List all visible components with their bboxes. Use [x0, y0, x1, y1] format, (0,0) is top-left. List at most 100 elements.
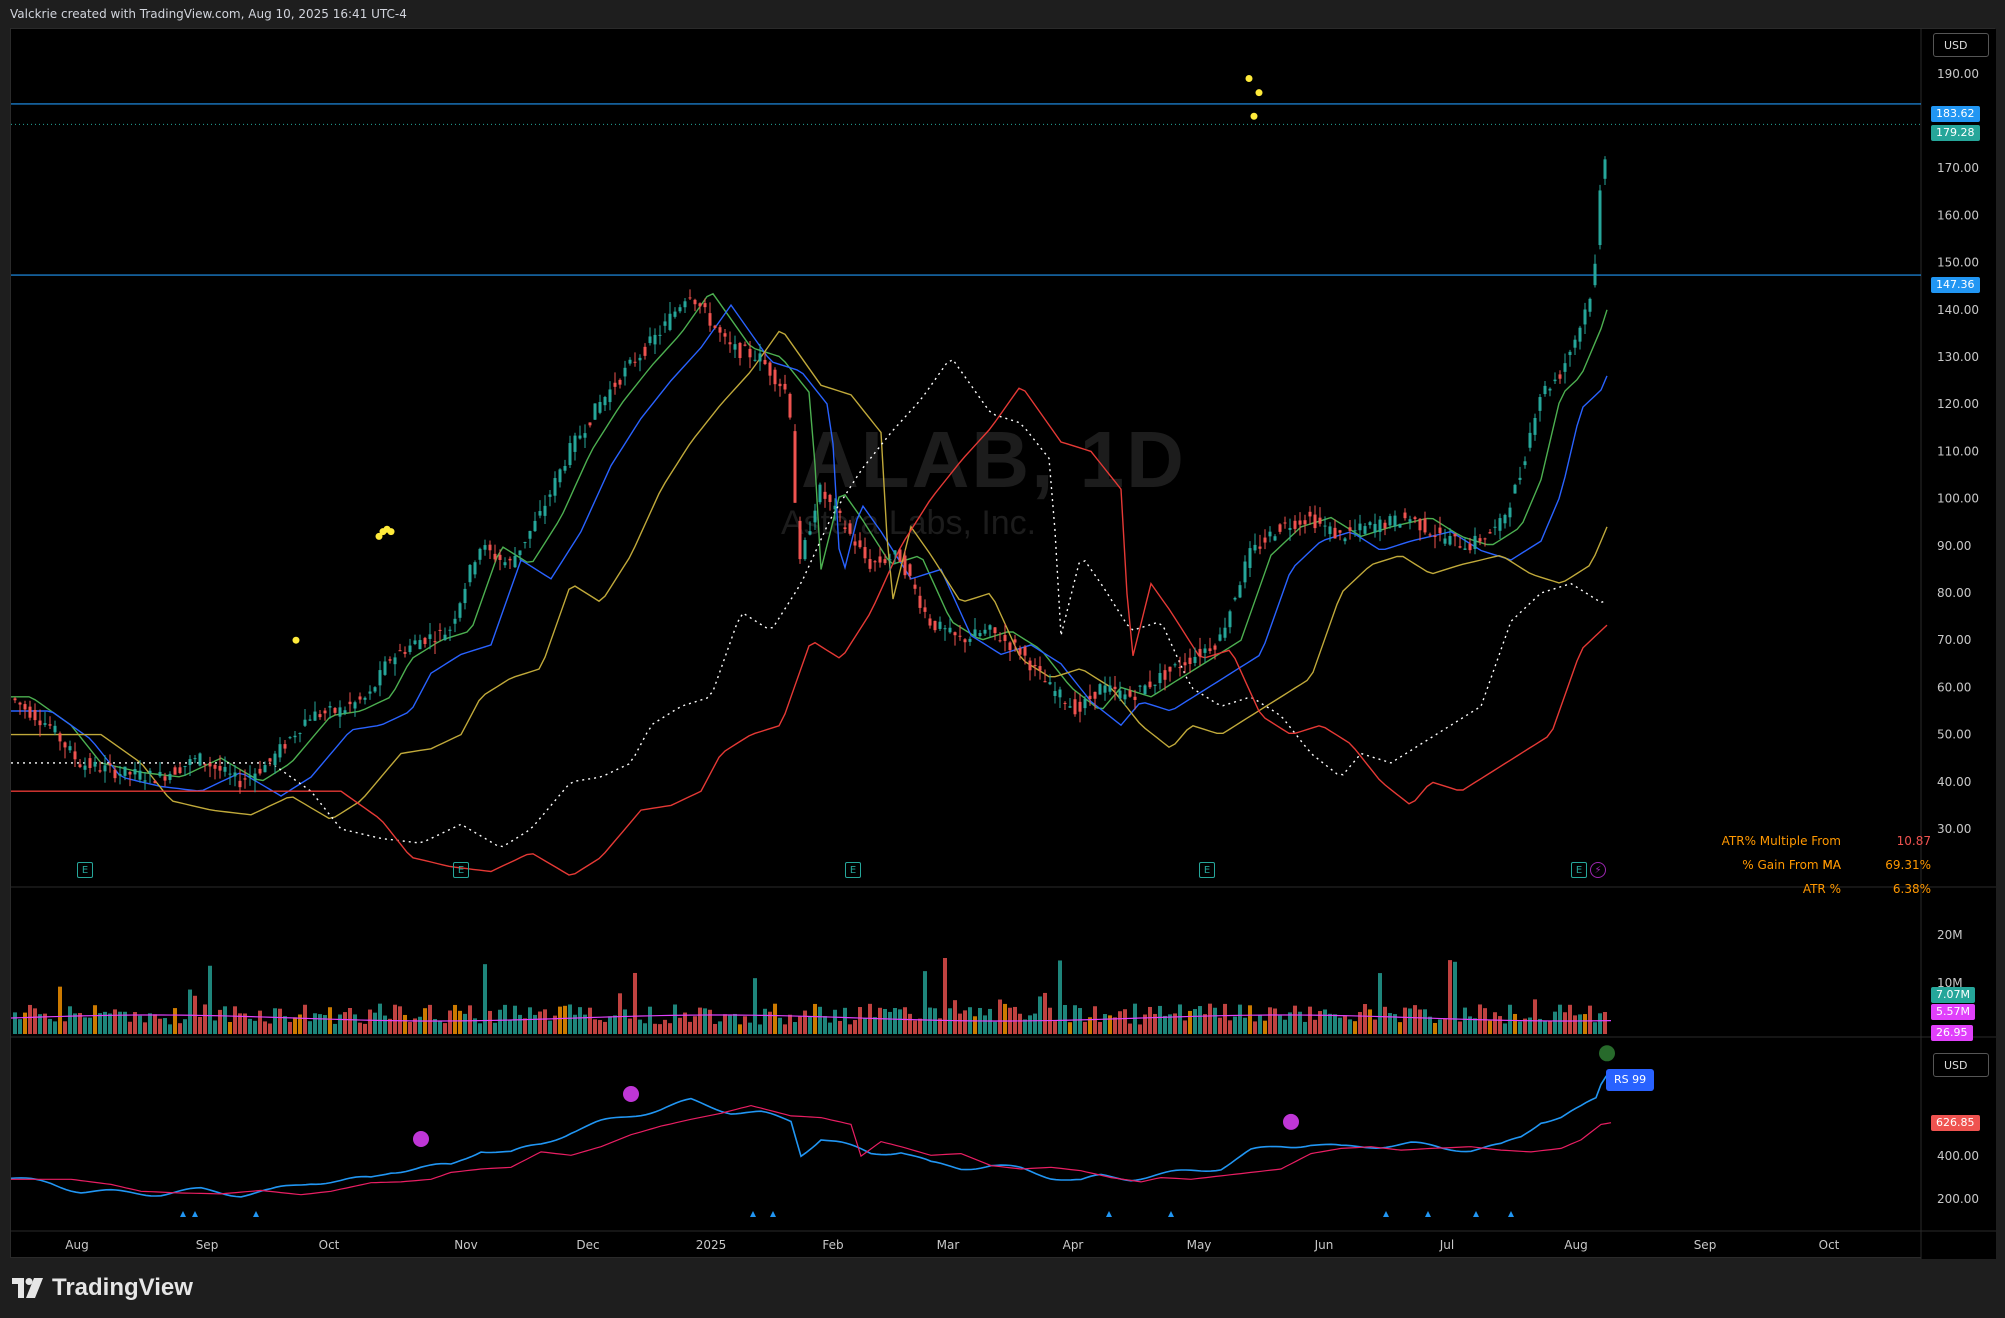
- volume-bar: [13, 1012, 17, 1034]
- stats-label: ATR %: [1802, 882, 1841, 896]
- volume-bar: [873, 1017, 877, 1034]
- volume-bar: [1448, 960, 1452, 1034]
- candle-body: [383, 661, 387, 675]
- volume-bar: [593, 1019, 597, 1034]
- volume-bar: [418, 1016, 422, 1034]
- volume-bar: [1308, 1006, 1312, 1034]
- time-axis-label: May: [1187, 1238, 1212, 1252]
- candle-body: [68, 746, 72, 751]
- candle-body: [1053, 691, 1057, 696]
- volume-bar: [323, 1014, 327, 1034]
- volume-bar: [1253, 1021, 1257, 1034]
- candle-body: [1243, 561, 1247, 583]
- volume-bar: [1583, 1014, 1587, 1034]
- volume-bar: [648, 1006, 652, 1034]
- candle-body: [813, 510, 817, 523]
- candle-body: [168, 773, 172, 780]
- time-axis-label: Apr: [1063, 1238, 1084, 1252]
- candle-body: [398, 650, 402, 652]
- candle-body: [143, 780, 147, 782]
- candle-body: [1533, 418, 1537, 435]
- earnings-marker[interactable]: E: [1199, 862, 1215, 878]
- volume-bar: [993, 1021, 997, 1034]
- volume-bar: [678, 1017, 682, 1034]
- earnings-marker[interactable]: E: [453, 862, 469, 878]
- candle-body: [743, 344, 747, 346]
- candle-body: [678, 307, 682, 312]
- volume-bar: [1098, 1022, 1102, 1034]
- volume-bar: [743, 1016, 747, 1034]
- volume-bar: [153, 1014, 157, 1034]
- candle-body: [1348, 527, 1352, 531]
- candle-body: [118, 773, 122, 776]
- price-tick-label: 140.00: [1937, 303, 1979, 317]
- candle-body: [913, 584, 917, 589]
- volume-bar: [283, 1016, 287, 1034]
- volume-bar: [1463, 1007, 1467, 1034]
- volume-bar: [1218, 1017, 1222, 1034]
- currency-button[interactable]: USD: [1933, 33, 1989, 57]
- volume-bar: [83, 1017, 87, 1034]
- candle-body: [908, 564, 912, 576]
- candle-body: [1338, 530, 1342, 533]
- price-chart[interactable]: 190.00 170.00 160.00 150.00 140.00 130.00 120.…: [11, 29, 1996, 1259]
- candle-body: [138, 770, 142, 780]
- volume-bar: [1408, 1008, 1412, 1034]
- candle-body: [133, 768, 137, 775]
- volume-bar: [633, 972, 637, 1034]
- candle-body: [948, 627, 952, 633]
- candle-body: [358, 696, 362, 700]
- candle-body: [738, 342, 742, 359]
- signal-dot: [375, 532, 383, 540]
- volume-bar: [88, 1017, 92, 1034]
- volume-bar: [1358, 1011, 1362, 1034]
- candle-body: [183, 766, 187, 768]
- candle-body: [1098, 684, 1102, 695]
- volume-bar: [998, 999, 1002, 1034]
- volume-bar: [53, 1021, 57, 1034]
- volume-bar: [938, 1018, 942, 1034]
- volume-bar: [233, 1006, 237, 1034]
- candle-body: [1553, 379, 1557, 382]
- earnings-marker[interactable]: E: [1571, 862, 1587, 878]
- candle-body: [78, 764, 82, 768]
- volume-bar: [903, 1007, 907, 1034]
- volume-bar: [48, 1018, 52, 1034]
- rs-currency-button[interactable]: USD: [1933, 1053, 1989, 1077]
- lightning-icon[interactable]: ⚡: [1590, 862, 1606, 878]
- tradingview-logo[interactable]: TradingView: [12, 1274, 193, 1302]
- volume-bar: [1313, 1019, 1317, 1034]
- candle-body: [1308, 511, 1312, 517]
- volume-bar: [1043, 992, 1047, 1034]
- volume-bar: [173, 1008, 177, 1034]
- candle-body: [1433, 535, 1437, 537]
- candle-body: [1448, 536, 1452, 545]
- candle-body: [508, 558, 512, 561]
- candle-body: [638, 357, 642, 361]
- volume-bar: [33, 1008, 37, 1034]
- candle-body: [563, 466, 567, 471]
- volume-bar: [503, 1004, 507, 1034]
- volume-bar: [1143, 1014, 1147, 1034]
- volume-bar: [1578, 1014, 1582, 1034]
- candle-body: [313, 711, 317, 721]
- volume-bar: [928, 1007, 932, 1034]
- volume-bar: [583, 1014, 587, 1034]
- candle-body: [803, 540, 807, 560]
- price-tick-label: 60.00: [1937, 680, 1971, 694]
- candle-body: [1013, 639, 1017, 643]
- candle-body: [623, 367, 627, 377]
- rs-marker-triangle: [1425, 1211, 1431, 1217]
- chart-frame[interactable]: ALAB, 1D Astera Labs, Inc. 190.00 170.00 1…: [10, 28, 1996, 1259]
- candle-body: [1413, 517, 1417, 519]
- candle-body: [1303, 520, 1307, 525]
- earnings-marker[interactable]: E: [77, 862, 93, 878]
- volume-ma-tag: 5.57M: [1931, 1004, 1975, 1020]
- candle-body: [1313, 514, 1317, 529]
- candle-body: [328, 706, 332, 708]
- earnings-marker[interactable]: E: [845, 862, 861, 878]
- candle-body: [923, 607, 927, 612]
- candle-body: [1373, 523, 1377, 533]
- candle-body: [1453, 533, 1457, 537]
- candle-body: [1133, 696, 1137, 700]
